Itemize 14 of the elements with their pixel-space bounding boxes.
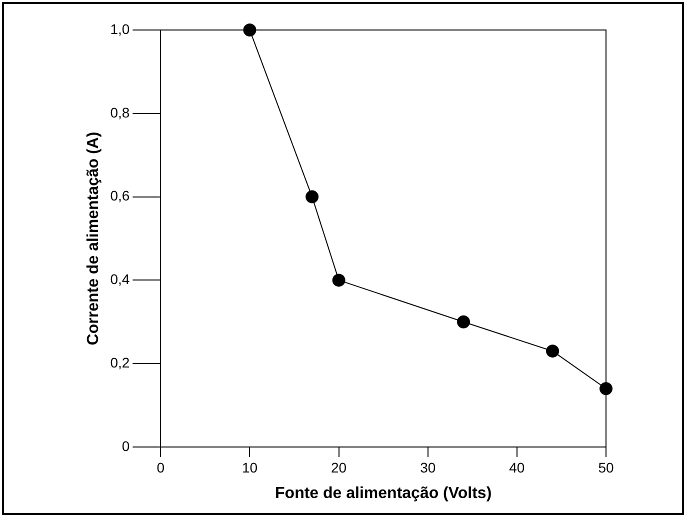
y-tick-label: 1,0 bbox=[110, 20, 130, 37]
x-tick-label: 10 bbox=[242, 459, 258, 476]
x-tick-label: 0 bbox=[156, 459, 165, 476]
x-tick-label: 30 bbox=[420, 459, 436, 476]
y-tick-label: 0,2 bbox=[110, 354, 130, 370]
y-axis-title: Corrente de alimentação (A) bbox=[85, 132, 102, 346]
y-tick-label: 0,4 bbox=[110, 271, 130, 288]
x-axis-title: Fonte de alimentação (Volts) bbox=[275, 484, 492, 502]
x-tick-label: 40 bbox=[509, 459, 525, 476]
x-tick-label: 20 bbox=[331, 459, 347, 476]
x-tick-label: 50 bbox=[598, 459, 614, 476]
y-tick-label: 0,6 bbox=[110, 188, 130, 204]
y-tick-label: 0 bbox=[122, 438, 130, 454]
y-tick-label: 0,8 bbox=[110, 104, 130, 120]
